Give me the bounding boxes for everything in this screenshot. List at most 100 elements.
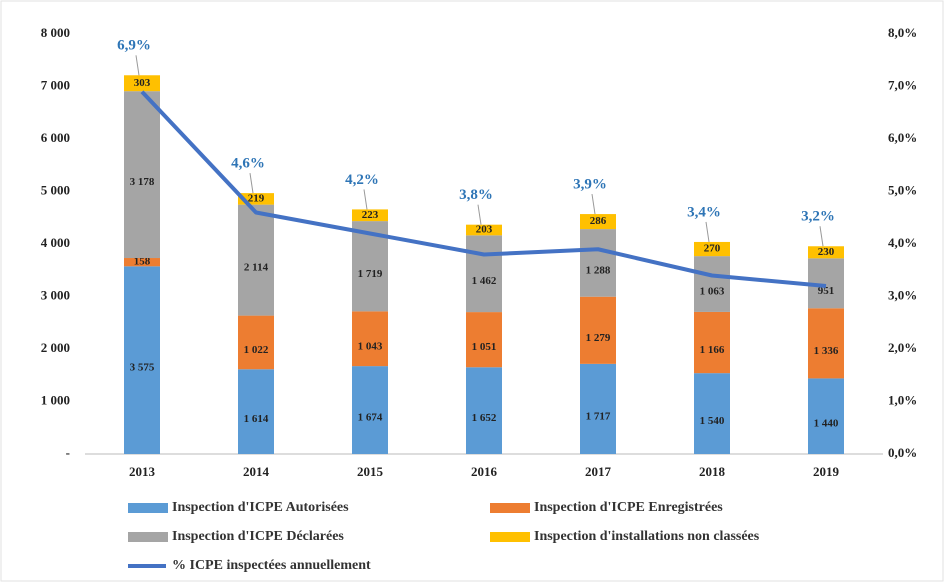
data-label: 1 674 — [358, 412, 383, 424]
y-tick-label: 6 000 — [41, 130, 70, 145]
y2-tick-label: 4,0% — [888, 235, 917, 250]
bar-segment — [466, 224, 502, 236]
data-label: 1 336 — [814, 345, 839, 357]
bar-segment — [124, 75, 160, 92]
bar-segment — [352, 366, 388, 454]
line-label: 3,2% — [801, 209, 835, 225]
bar-segment — [808, 308, 844, 379]
leader-line — [363, 189, 368, 210]
legend-swatch — [128, 532, 168, 542]
bar-segment — [580, 363, 616, 454]
data-label: 203 — [476, 224, 493, 236]
leader-line — [249, 173, 254, 194]
leader-line — [705, 221, 710, 243]
line-label: 3,8% — [459, 187, 493, 203]
line-label: 3,9% — [573, 177, 607, 193]
data-label: 3 178 — [130, 176, 155, 188]
data-label: 2 114 — [244, 262, 269, 274]
x-tick-label: 2017 — [585, 464, 612, 479]
y2-tick-label: 8,0% — [888, 25, 917, 40]
data-label: 1 166 — [700, 344, 725, 356]
data-label: 1 719 — [358, 268, 383, 280]
data-label: 1 614 — [244, 413, 269, 425]
x-tick-label: 2014 — [243, 464, 270, 479]
y-tick-label: 7 000 — [41, 77, 70, 92]
bar-segment — [124, 266, 160, 454]
y2-tick-label: 1,0% — [888, 392, 917, 407]
y-tick-label: 8 000 — [41, 25, 70, 40]
legend-label: % ICPE inspectées annuellement — [172, 558, 371, 573]
data-label: 158 — [134, 256, 151, 268]
bar-segment — [124, 91, 160, 259]
data-label: 1 652 — [472, 412, 497, 424]
data-label: 1 288 — [586, 264, 611, 276]
y-tick-label: 2 000 — [41, 340, 70, 355]
y2-tick-label: 7,0% — [888, 77, 917, 92]
data-label: 1 051 — [472, 341, 497, 353]
data-label: 303 — [134, 77, 151, 89]
bar-segment — [238, 204, 274, 316]
y-tick-label: 5 000 — [41, 182, 70, 197]
data-label: 1 440 — [814, 418, 839, 430]
leader-line — [477, 204, 482, 225]
x-tick-label: 2013 — [129, 464, 156, 479]
data-label: 1 540 — [700, 415, 725, 427]
y2-tick-label: 3,0% — [888, 287, 917, 302]
data-label: 230 — [818, 246, 835, 258]
data-label: 1 462 — [472, 275, 497, 287]
line — [140, 90, 827, 288]
bar-segment — [694, 311, 730, 374]
line-label: 6,9% — [117, 38, 151, 54]
y2-tick-label: 6,0% — [888, 130, 917, 145]
bar-segment — [352, 209, 388, 222]
line-label: 4,6% — [231, 156, 265, 172]
bar-segment — [580, 296, 616, 364]
bar-segment — [124, 258, 160, 267]
y-tick-label: 4 000 — [41, 235, 70, 250]
data-label: 286 — [590, 215, 607, 227]
x-tick-label: 2015 — [357, 464, 384, 479]
x-tick-label: 2019 — [813, 464, 840, 479]
legend-swatch — [490, 532, 530, 542]
data-label: 1 043 — [358, 340, 383, 352]
bar-segment — [238, 369, 274, 454]
bar-segment — [694, 241, 730, 257]
bar-segment — [466, 312, 502, 368]
data-label: 951 — [818, 285, 835, 297]
bar-segment — [238, 193, 274, 205]
bar-segment — [808, 246, 844, 259]
data-label: 1 279 — [586, 332, 611, 344]
x-tick-label: 2016 — [471, 464, 498, 479]
line-label: 3,4% — [687, 204, 721, 220]
legend-swatch — [490, 503, 530, 513]
bar-segment — [694, 256, 730, 312]
leader-line — [819, 226, 824, 247]
data-label: 1 717 — [586, 410, 611, 422]
data-label: 3 575 — [130, 362, 155, 374]
legend-swatch — [128, 503, 168, 513]
y-tick-label: 3 000 — [41, 287, 70, 302]
bar-segment — [238, 315, 274, 370]
y-tick-label: 1 000 — [41, 392, 70, 407]
y2-tick-label: 5,0% — [888, 182, 917, 197]
leader-line — [591, 194, 596, 215]
data-label: 1 063 — [700, 286, 725, 298]
data-label: 223 — [362, 209, 379, 221]
bar-segment — [808, 378, 844, 454]
line-label: 4,2% — [345, 172, 379, 188]
legend-label: Inspection d'ICPE Enregistrées — [534, 500, 723, 515]
bar-segment — [580, 229, 616, 297]
data-label: 219 — [248, 192, 265, 204]
bar-segment — [466, 235, 502, 313]
leader-line — [135, 55, 140, 76]
y2-tick-label: 2,0% — [888, 340, 917, 355]
data-label: 270 — [704, 243, 721, 255]
legend-label: Inspection d'ICPE Autorisées — [172, 500, 349, 515]
bar-segment — [694, 373, 730, 454]
y-tick-label: - — [66, 445, 70, 460]
y2-tick-label: 0,0% — [888, 445, 917, 460]
bar-segment — [352, 311, 388, 367]
x-tick-label: 2018 — [699, 464, 726, 479]
data-label: 1 022 — [244, 344, 269, 356]
